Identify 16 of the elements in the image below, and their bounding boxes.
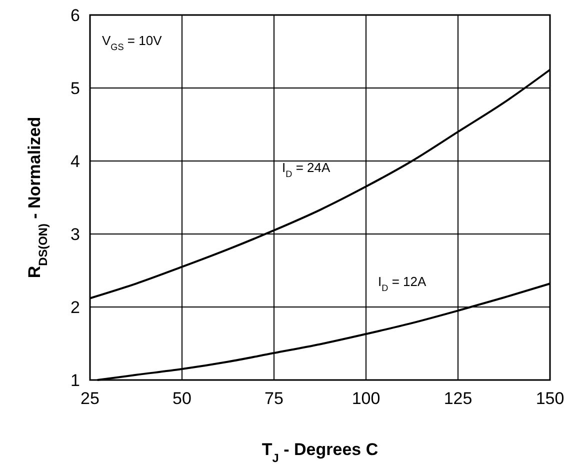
y-tick-label: 6 — [70, 6, 80, 25]
x-tick-label: 50 — [172, 389, 192, 408]
x-tick-label: 25 — [80, 389, 100, 408]
y-tick-label: 1 — [70, 371, 80, 390]
annotation: V$_{GS}$ = 10V — [102, 33, 162, 52]
y-tick-label: 5 — [70, 79, 80, 98]
y-tick-label: 3 — [70, 225, 80, 244]
x-tick-label: 100 — [352, 389, 380, 408]
x-tick-label: 150 — [536, 389, 564, 408]
y-tick-label: 4 — [70, 152, 80, 171]
x-tick-label: 75 — [264, 389, 284, 408]
series-label: I$_{D}$ = 12A — [378, 274, 426, 293]
y-tick-label: 2 — [70, 298, 80, 317]
x-tick-label: 125 — [444, 389, 472, 408]
x-axis-title: T$_{J}$ - Degrees C — [262, 440, 378, 465]
series-label: I$_{D}$ = 24A — [282, 160, 330, 179]
